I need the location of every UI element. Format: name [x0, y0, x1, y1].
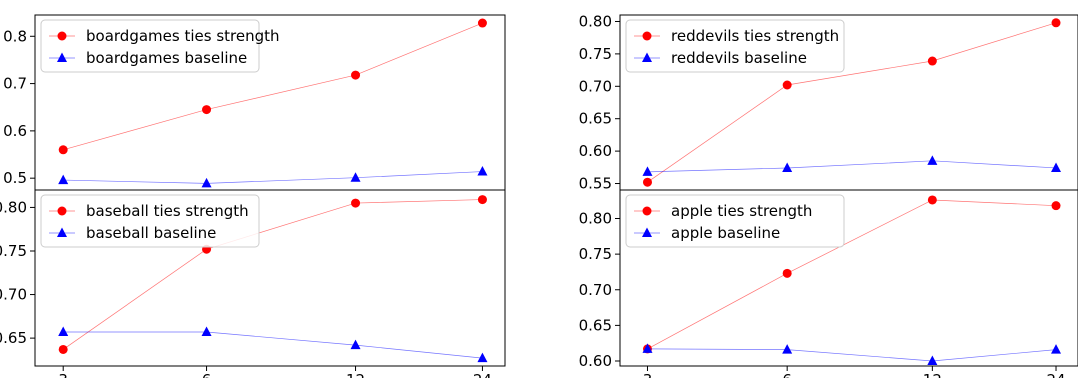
- data-point-circle: [927, 195, 937, 205]
- data-point-circle: [58, 344, 68, 354]
- y-tick-label: 0.60: [579, 352, 612, 370]
- legend-marker-triangle: [57, 52, 67, 62]
- data-point-circle: [351, 70, 361, 80]
- data-point-triangle: [642, 166, 653, 176]
- data-point-triangle: [1051, 344, 1062, 354]
- y-tick-label: 0.60: [579, 142, 612, 160]
- data-point-circle: [351, 198, 361, 208]
- y-tick-label: 0.75: [579, 245, 612, 263]
- legend-box: [625, 19, 845, 73]
- data-point-triangle: [927, 155, 938, 165]
- y-tick-label: 0.80: [0, 198, 27, 216]
- panel-apple: 0.60 0.65 0.70 0.75 0.80 3 6 12 24 apple ties str…: [579, 189, 1078, 378]
- x-tick-label: 3: [643, 371, 653, 378]
- y-tick-label: 0.55: [579, 175, 612, 193]
- data-point-triangle: [642, 343, 653, 353]
- legend-marker-triangle: [642, 227, 652, 237]
- data-point-triangle: [782, 162, 793, 172]
- legend-marker-circle: [57, 206, 67, 216]
- data-point-circle: [202, 105, 212, 115]
- y-tick-label: 0.7: [3, 75, 27, 93]
- panel-baseball: 0.65 0.70 0.75 0.80 3 6 12 24 baseball ties stre…: [0, 189, 506, 378]
- panel-reddevils: 0.55 0.60 0.65 0.70 0.75 0.80 reddevils ties s…: [579, 12, 1078, 193]
- data-point-circle: [782, 80, 792, 90]
- data-point-triangle: [782, 344, 793, 354]
- data-point-circle: [1051, 18, 1061, 28]
- y-tick-label: 0.5: [3, 169, 27, 187]
- legend-label: boardgames baseline: [86, 49, 247, 67]
- data-point-triangle: [477, 352, 488, 363]
- legend-label: baseball ties strength: [86, 202, 249, 220]
- panel-boardgames: 0.5 0.6 0.7 0.8 boardgames ties strength boar…: [3, 14, 506, 191]
- x-tick-label: 24: [473, 371, 492, 378]
- y-tick-label: 0.75: [579, 45, 612, 63]
- legend-box: [625, 194, 845, 248]
- data-point-triangle: [350, 172, 361, 182]
- series-line: [62, 199, 483, 350]
- legend-label: apple baseline: [671, 224, 780, 242]
- series-line: [647, 22, 1057, 183]
- legend-box: [40, 19, 260, 73]
- y-tick-label: 0.80: [579, 12, 612, 30]
- x-tick-label: 12: [346, 371, 365, 378]
- legend-label: reddevils ties strength: [671, 27, 839, 45]
- series-line: [647, 348, 1057, 362]
- y-tick-label: 0.6: [3, 122, 27, 140]
- series-line: [63, 331, 483, 359]
- y-tick-label: 0.8: [3, 27, 27, 45]
- y-tick-label: 0.70: [579, 281, 612, 299]
- data-point-circle: [1051, 201, 1061, 211]
- series-line: [647, 160, 1057, 173]
- legend-label: boardgames ties strength: [86, 27, 280, 45]
- y-tick-label: 0.65: [579, 110, 612, 128]
- legend-marker-circle: [642, 206, 652, 216]
- data-point-circle: [782, 268, 792, 278]
- series-line: [647, 199, 1057, 350]
- x-tick-label: 6: [782, 371, 792, 378]
- x-tick-label: 6: [202, 371, 212, 378]
- data-point-circle: [477, 195, 487, 205]
- data-point-triangle: [927, 355, 938, 366]
- y-tick-label: 0.75: [0, 242, 27, 260]
- legend-label: apple ties strength: [671, 202, 812, 220]
- data-point-triangle: [58, 174, 69, 185]
- legend-label: baseball baseline: [86, 224, 216, 242]
- data-point-circle: [927, 56, 937, 66]
- y-tick-label: 0.70: [0, 286, 27, 304]
- data-point-circle: [477, 18, 487, 28]
- data-point-circle: [58, 145, 68, 155]
- data-point-triangle: [58, 326, 69, 337]
- x-tick-label: 12: [923, 371, 942, 378]
- data-point-triangle: [201, 177, 212, 188]
- legend-marker-circle: [57, 31, 67, 41]
- data-point-triangle: [1051, 162, 1062, 172]
- series-line: [63, 171, 483, 184]
- data-point-triangle: [477, 166, 488, 176]
- x-tick-label: 24: [1046, 371, 1065, 378]
- x-tick-label: 3: [58, 371, 68, 378]
- legend-box: [40, 194, 260, 248]
- data-point-circle: [642, 177, 652, 187]
- axes-frame: [34, 189, 506, 367]
- y-tick-label: 0.70: [579, 77, 612, 95]
- y-tick-label: 0.65: [579, 316, 612, 334]
- legend-marker-triangle: [642, 52, 652, 62]
- data-point-triangle: [201, 326, 212, 337]
- data-point-triangle: [350, 339, 361, 350]
- y-tick-label: 0.80: [579, 210, 612, 228]
- legend-marker-triangle: [57, 227, 67, 237]
- y-tick-label: 0.65: [0, 329, 27, 347]
- series-line: [63, 22, 483, 151]
- legend-marker-circle: [642, 31, 652, 41]
- axes-frame: [619, 189, 1078, 367]
- legend-label: reddevils baseline: [671, 49, 807, 67]
